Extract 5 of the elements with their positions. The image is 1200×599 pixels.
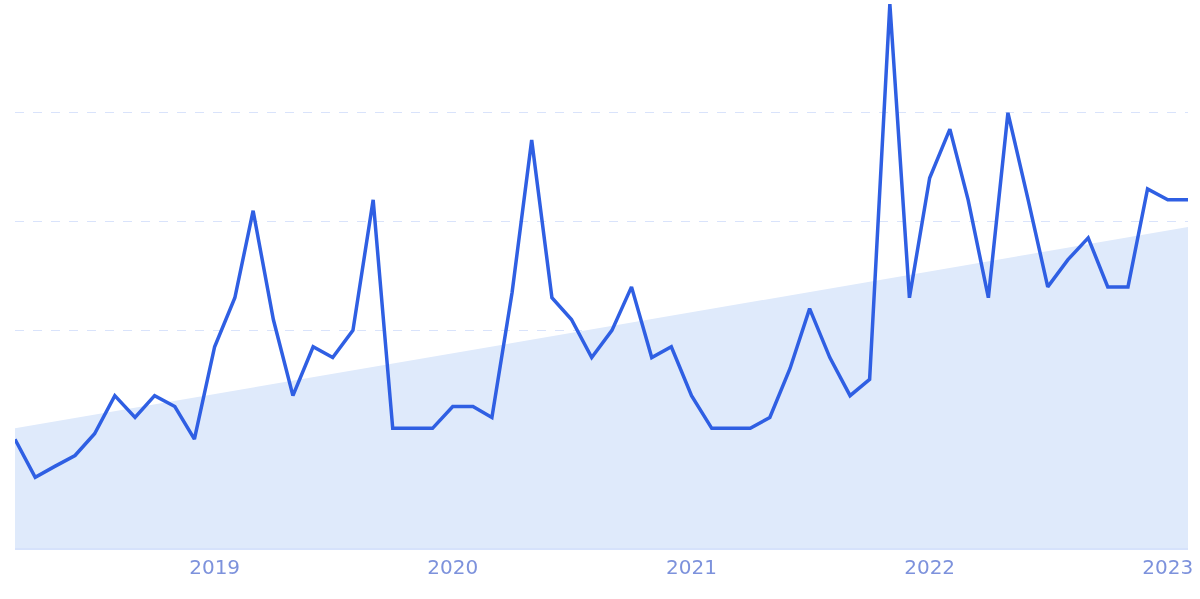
x-tick-label: 2023 xyxy=(1142,554,1194,579)
x-tick-label: 2020 xyxy=(427,554,479,579)
x-tick-label: 2022 xyxy=(904,554,956,579)
x-tick-label: 2021 xyxy=(666,554,717,579)
x-tick-label: 2019 xyxy=(189,554,241,579)
